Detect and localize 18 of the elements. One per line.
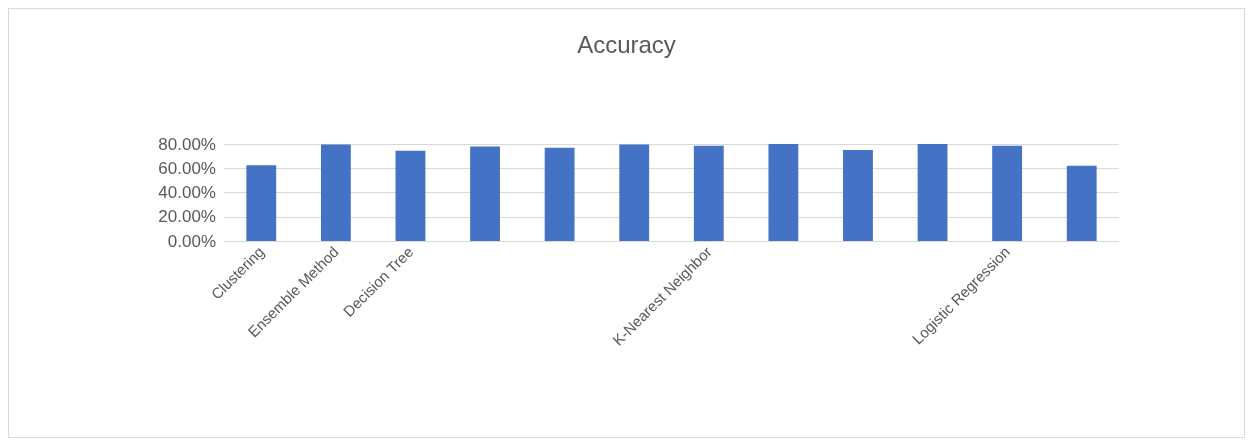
bar [1066,165,1097,241]
bar [470,146,500,241]
bar [395,150,426,241]
bar [768,144,799,241]
bar [320,144,351,241]
bar [619,144,650,241]
bar [544,147,575,241]
chart-title: Accuracy [577,30,676,58]
bar [693,145,724,241]
bar [843,150,873,241]
bar [917,144,948,241]
y-tick-label: 40.00% [158,183,216,202]
bar [246,165,277,241]
bar [992,145,1023,241]
y-tick-label: 60.00% [158,158,216,178]
y-tick-label: 80.00% [158,134,216,154]
y-tick-label: 0.00% [167,231,216,251]
y-tick-label: 20.00% [158,207,216,227]
